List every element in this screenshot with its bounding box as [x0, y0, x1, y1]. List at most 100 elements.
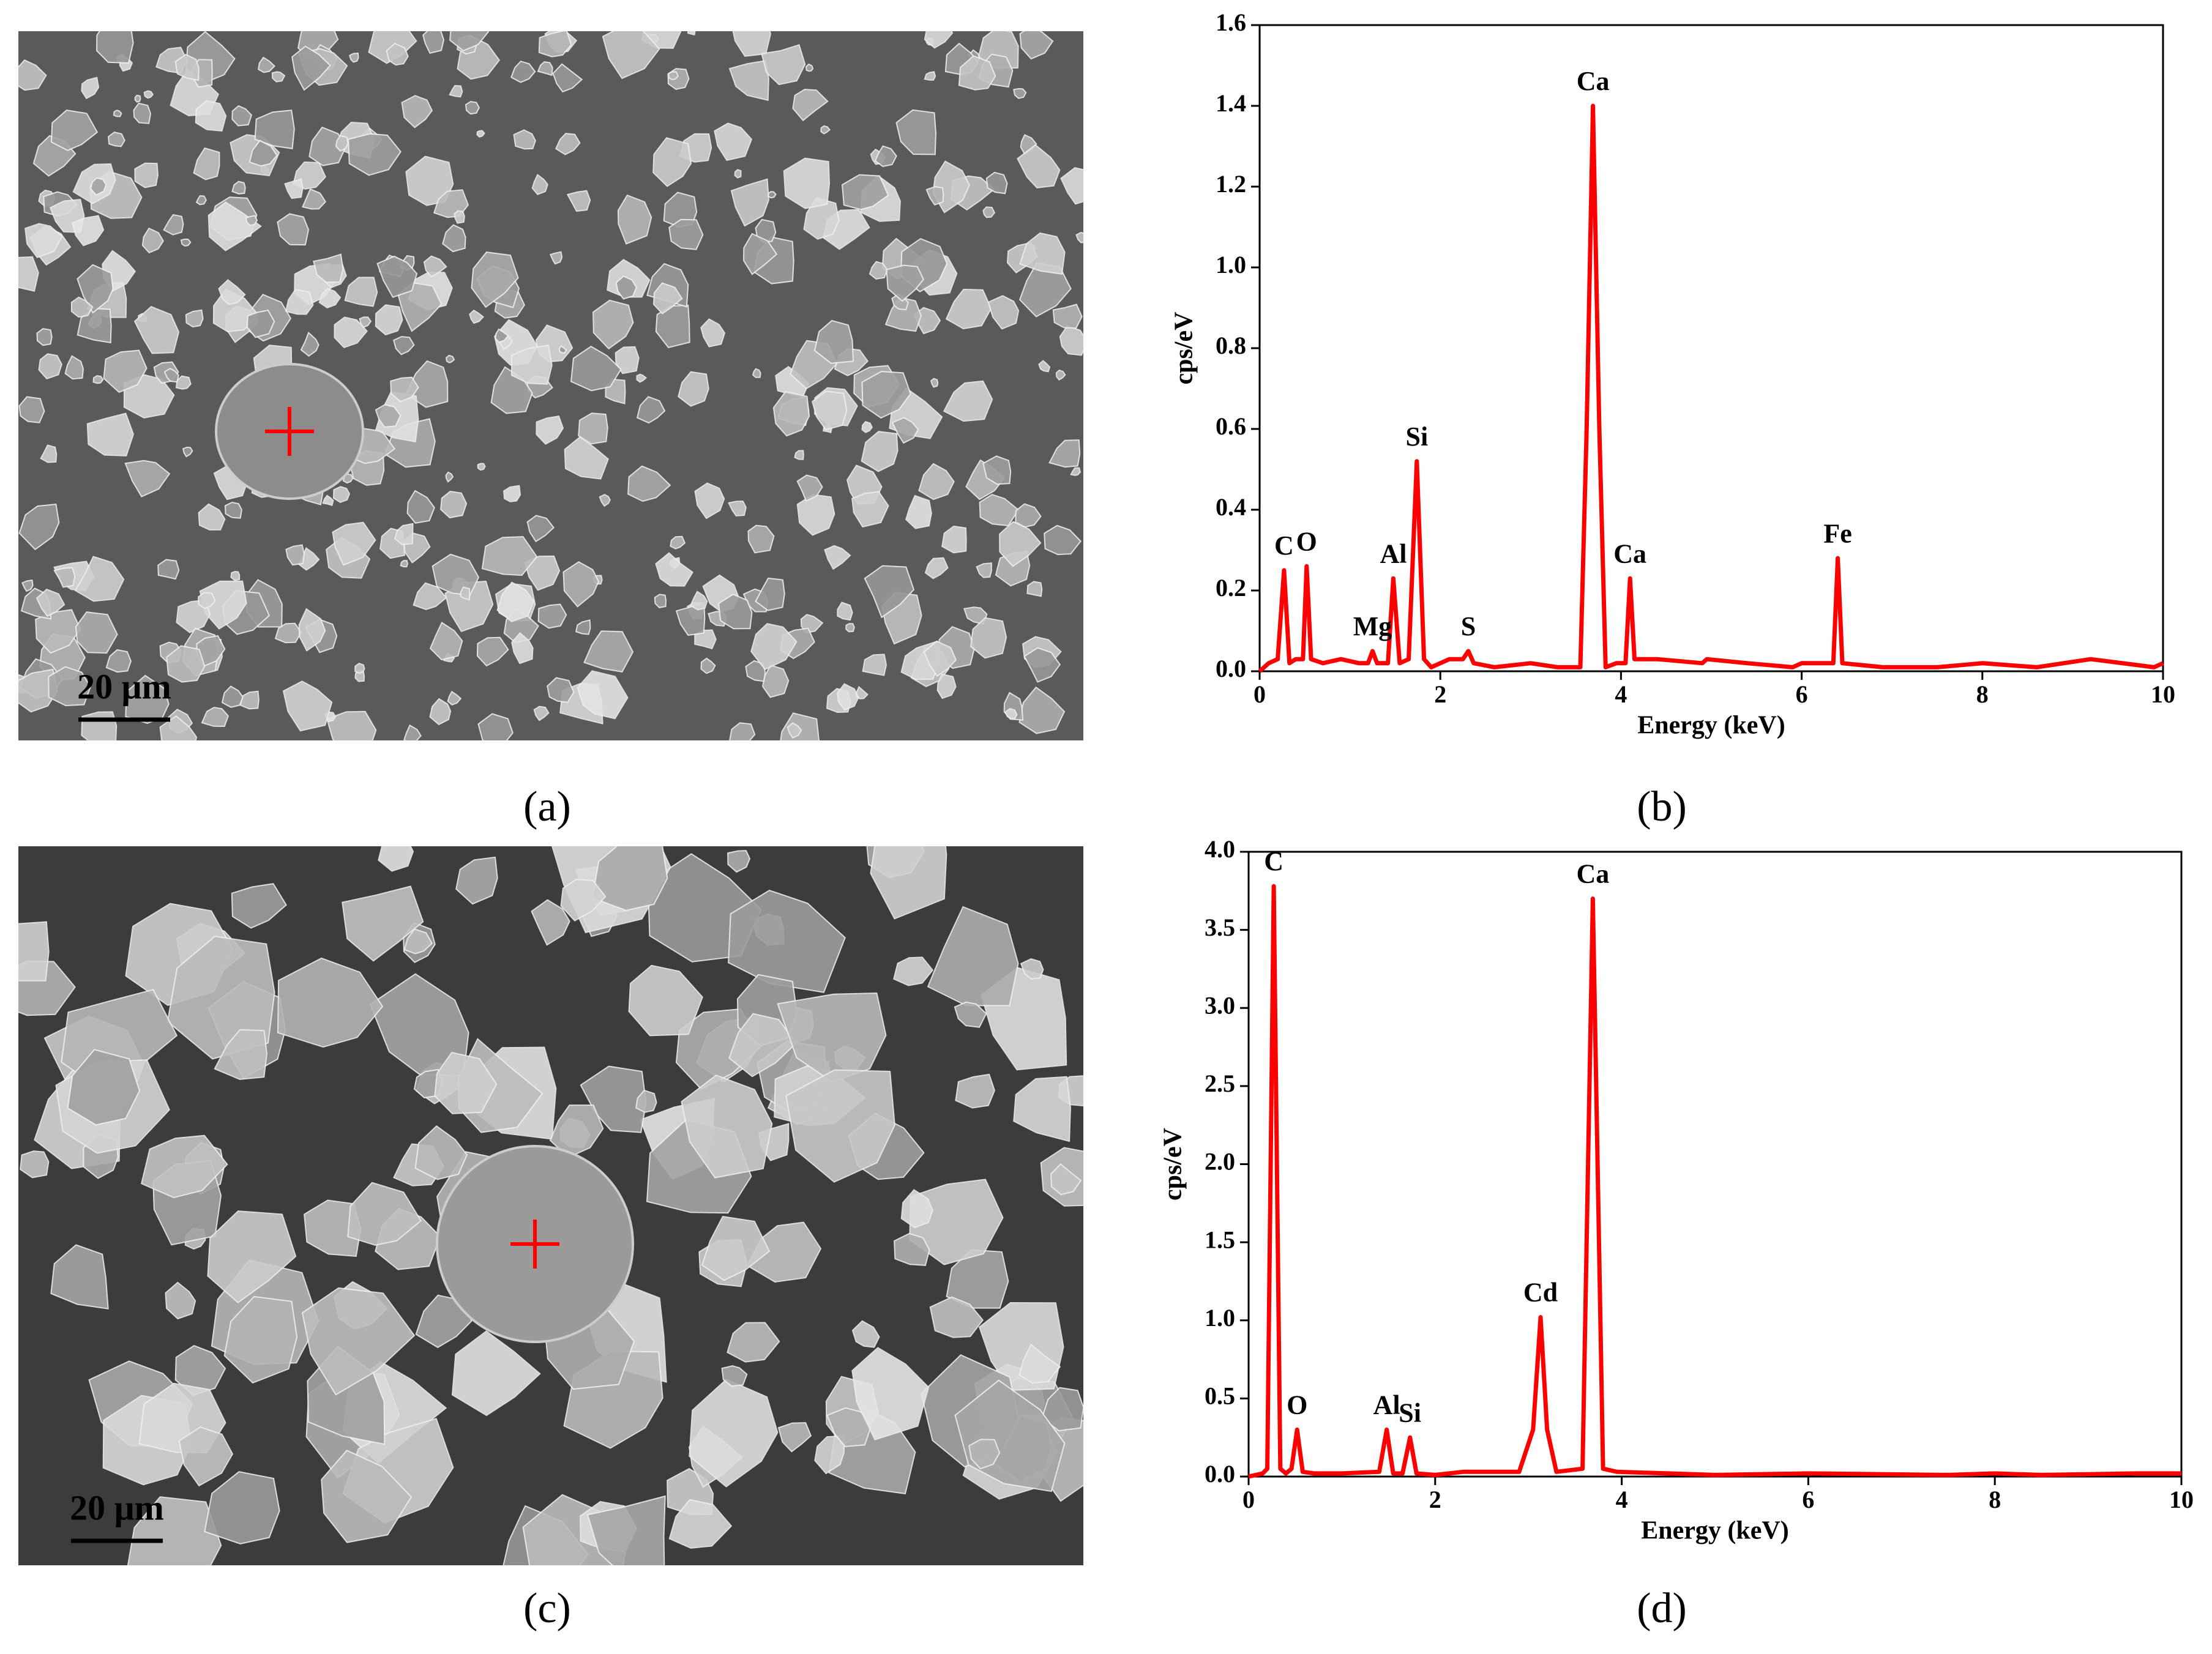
particle	[133, 102, 152, 124]
particle	[999, 521, 1042, 567]
particle	[636, 396, 666, 424]
particle	[714, 122, 753, 162]
particle	[231, 105, 253, 127]
particle	[301, 188, 327, 210]
particle	[923, 640, 957, 677]
particle	[1020, 958, 1044, 980]
particle	[510, 345, 553, 385]
particle	[803, 196, 840, 240]
particle	[375, 304, 403, 336]
particle	[1019, 31, 1054, 60]
particle	[627, 465, 671, 502]
particle	[537, 61, 553, 76]
particle	[987, 295, 1020, 330]
particle	[50, 1244, 109, 1309]
particle	[376, 255, 418, 298]
particle	[347, 1182, 422, 1246]
scale-bar-label: 20 μm	[77, 666, 171, 706]
particle	[727, 850, 751, 873]
particle	[53, 567, 76, 588]
particle	[284, 178, 304, 199]
particle	[204, 1471, 280, 1544]
particle	[175, 375, 192, 390]
particle	[900, 1189, 933, 1229]
particle	[1038, 360, 1051, 373]
particle	[752, 368, 761, 378]
particle	[429, 698, 452, 726]
particle	[985, 171, 1008, 195]
particle	[207, 1210, 297, 1303]
panel-label: (d)	[1637, 1585, 1687, 1632]
particle	[564, 436, 609, 480]
particle	[198, 592, 216, 609]
particle	[526, 515, 555, 543]
particle	[761, 664, 790, 698]
particle	[174, 1344, 226, 1396]
particle	[721, 1365, 748, 1387]
particle	[851, 491, 889, 528]
particle	[423, 255, 447, 278]
particle	[747, 524, 775, 554]
particle	[837, 602, 853, 621]
particle	[481, 536, 538, 576]
peak-label: Si	[1399, 1398, 1421, 1428]
particle	[442, 224, 466, 253]
y-tick-label: 2.0	[1205, 1148, 1235, 1175]
particle	[230, 570, 241, 581]
particle	[348, 53, 359, 63]
particle	[221, 685, 244, 708]
particle	[869, 261, 888, 280]
particle	[772, 390, 810, 437]
peak-label: Si	[1405, 422, 1428, 452]
particle	[223, 1295, 298, 1384]
particle	[35, 609, 81, 654]
particle	[282, 680, 333, 732]
particle	[531, 899, 570, 946]
y-tick-label: 1.0	[1216, 251, 1246, 278]
particle	[531, 174, 548, 195]
particle	[730, 178, 769, 227]
particle	[342, 885, 424, 962]
particle	[401, 95, 433, 129]
particle	[141, 227, 164, 254]
particle	[105, 649, 132, 673]
particle	[393, 336, 415, 356]
x-tick-label: 6	[1796, 680, 1808, 708]
particle	[403, 928, 433, 955]
particle	[81, 76, 100, 100]
particle	[615, 275, 637, 300]
x-tick-label: 8	[1989, 1486, 2001, 1513]
x-tick-label: 10	[2169, 1486, 2194, 1513]
particle	[157, 559, 180, 580]
particle	[615, 346, 640, 374]
particle	[536, 415, 564, 445]
particle	[103, 349, 148, 393]
particle	[476, 636, 509, 667]
particle	[1075, 231, 1083, 244]
particle	[1070, 467, 1081, 476]
particle	[1019, 232, 1066, 275]
particle	[700, 318, 725, 348]
particle	[591, 846, 668, 911]
particle	[586, 1495, 666, 1565]
particle	[979, 494, 1020, 527]
particle	[728, 1013, 797, 1078]
particle	[36, 328, 53, 346]
particle	[767, 191, 777, 199]
particle	[75, 611, 118, 654]
y-tick-label: 1.0	[1205, 1304, 1235, 1332]
particle	[394, 523, 414, 545]
particle	[332, 486, 351, 504]
particle	[74, 556, 125, 602]
particle	[92, 374, 104, 384]
particle	[285, 288, 314, 315]
particle	[81, 711, 118, 740]
peak-label: S	[1461, 611, 1476, 641]
peak-label: C	[1274, 531, 1294, 561]
particles	[18, 846, 1083, 1565]
particle	[734, 169, 742, 179]
particle	[946, 1249, 1009, 1309]
x-tick-label: 10	[2151, 680, 2175, 708]
particle	[602, 31, 660, 80]
particle	[785, 1069, 895, 1183]
